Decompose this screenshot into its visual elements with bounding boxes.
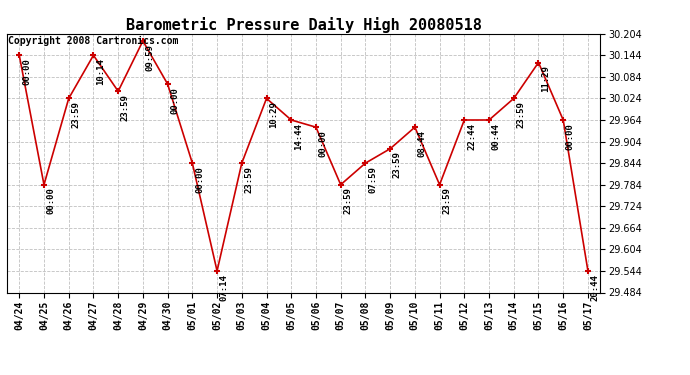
Text: 00:00: 00:00 <box>319 130 328 157</box>
Text: 23:59: 23:59 <box>344 188 353 214</box>
Text: 00:00: 00:00 <box>195 166 204 193</box>
Text: 00:00: 00:00 <box>47 188 56 214</box>
Text: 22:44: 22:44 <box>467 123 476 150</box>
Text: 00:00: 00:00 <box>22 58 31 85</box>
Text: 00:00: 00:00 <box>170 87 179 114</box>
Text: 23:59: 23:59 <box>393 152 402 178</box>
Text: 11:29: 11:29 <box>541 65 550 92</box>
Title: Barometric Pressure Daily High 20080518: Barometric Pressure Daily High 20080518 <box>126 16 482 33</box>
Text: 09:59: 09:59 <box>146 44 155 70</box>
Text: 23:59: 23:59 <box>442 188 451 214</box>
Text: Copyright 2008 Cartronics.com: Copyright 2008 Cartronics.com <box>8 36 179 46</box>
Text: 00:44: 00:44 <box>492 123 501 150</box>
Text: 23:59: 23:59 <box>121 94 130 121</box>
Text: 08:44: 08:44 <box>417 130 426 157</box>
Text: 23:59: 23:59 <box>517 101 526 128</box>
Text: 23:59: 23:59 <box>244 166 253 193</box>
Text: 00:00: 00:00 <box>566 123 575 150</box>
Text: 23:59: 23:59 <box>72 101 81 128</box>
Text: 14:44: 14:44 <box>294 123 303 150</box>
Text: 20:44: 20:44 <box>591 274 600 301</box>
Text: 10:29: 10:29 <box>269 101 278 128</box>
Text: 07:14: 07:14 <box>220 274 229 301</box>
Text: 07:59: 07:59 <box>368 166 377 193</box>
Text: 10:14: 10:14 <box>96 58 105 85</box>
